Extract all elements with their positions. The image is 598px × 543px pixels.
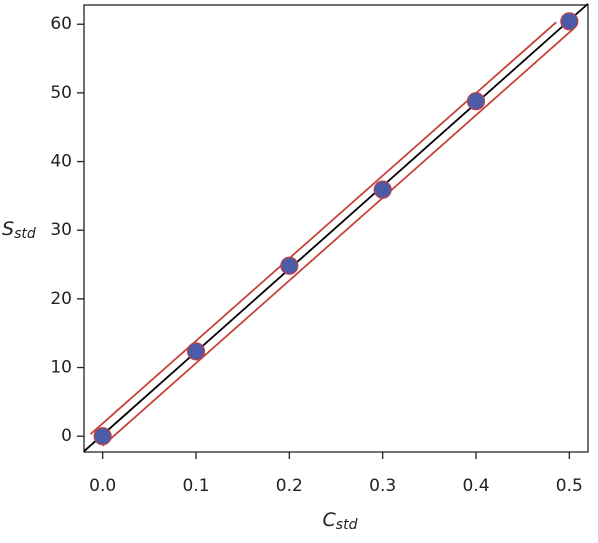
y-tick-label: 40 (50, 152, 72, 172)
data-point (280, 256, 299, 275)
x-label-main: C (323, 509, 337, 531)
x-label-sub: std (336, 517, 358, 533)
fit-line (89, 21, 557, 435)
x-tick-label: 0.3 (369, 476, 396, 496)
x-tick-label: 0.0 (89, 476, 116, 496)
fit-line (102, 27, 575, 447)
y-tick-label: 50 (50, 83, 72, 103)
x-tick-label: 0.2 (276, 476, 303, 496)
data-point (93, 427, 112, 446)
y-tick-label: 60 (50, 14, 72, 34)
y-label-sub: std (14, 226, 36, 242)
data-point (373, 180, 392, 199)
y-label-main: S (2, 218, 14, 240)
y-tick-label: 10 (50, 358, 72, 378)
data-point (186, 342, 206, 361)
x-tick-label: 0.5 (556, 476, 583, 496)
plot-frame (83, 4, 589, 453)
x-axis-label: Cstd (323, 509, 358, 534)
y-tick-label: 0 (61, 426, 72, 446)
y-axis-label: Sstd (2, 218, 36, 243)
x-tick-label: 0.1 (182, 476, 209, 496)
data-point (560, 12, 579, 31)
fit-line (83, 3, 589, 452)
y-tick-label: 20 (50, 289, 72, 309)
data-point (466, 92, 486, 111)
x-tick-label: 0.4 (462, 476, 489, 496)
y-tick-label: 30 (50, 220, 72, 240)
